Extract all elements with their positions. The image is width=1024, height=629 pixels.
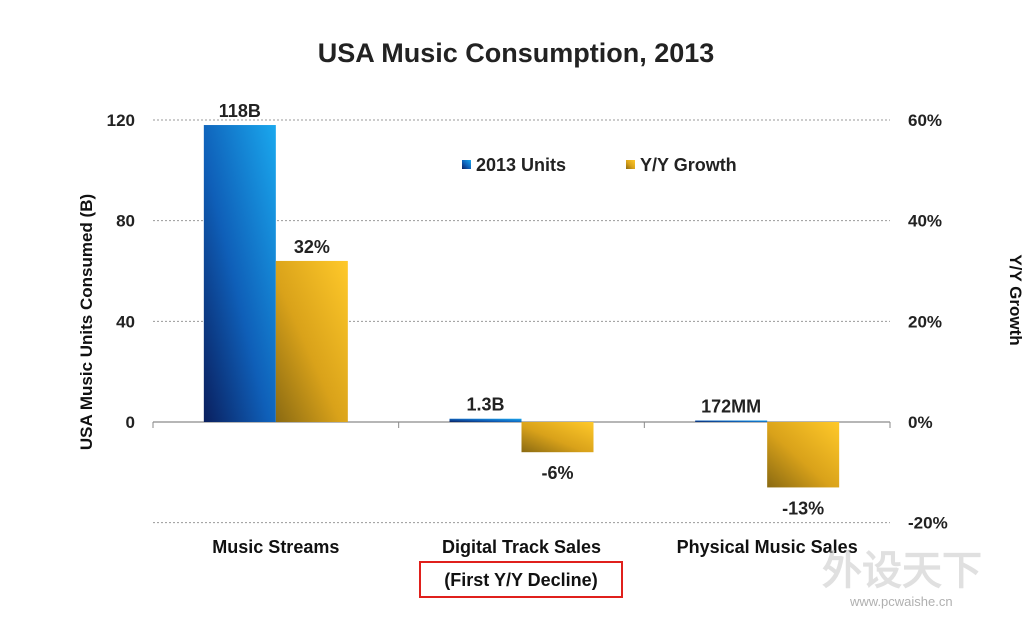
category-label: Digital Track Sales xyxy=(442,537,601,557)
bar-growth xyxy=(275,260,348,422)
y-tick-label: 80 xyxy=(116,212,135,231)
legend-label-units: 2013 Units xyxy=(476,155,566,175)
y2-tick-label: 60% xyxy=(908,111,942,130)
category-note: (First Y/Y Decline) xyxy=(444,570,597,590)
bars xyxy=(203,125,840,488)
chart-title: USA Music Consumption, 2013 xyxy=(318,38,715,68)
y2-tick-label: -20% xyxy=(908,514,948,533)
category-label: Physical Music Sales xyxy=(677,537,858,557)
category-note-box: (First Y/Y Decline) xyxy=(419,561,623,598)
y2-tick-label: 20% xyxy=(908,312,942,331)
watermark: 外设天下 www.pcwaishe.cn xyxy=(822,549,982,609)
data-label-growth: -13% xyxy=(782,498,824,518)
watermark-logo: 外设天下 xyxy=(822,549,982,593)
bar-units xyxy=(203,125,276,423)
legend-swatch-growth xyxy=(626,160,635,169)
category-labels: Music Streams Digital Track Sales Physical… xyxy=(212,537,857,557)
bar-units xyxy=(449,418,522,422)
data-labels: 118B 32% 1.3B -6% 172MM -13% xyxy=(219,101,824,518)
bar-growth xyxy=(767,422,840,488)
y2-tick-label: 0% xyxy=(908,413,933,432)
data-label-units: 172MM xyxy=(701,397,761,417)
highlight-box xyxy=(419,561,623,598)
legend-swatch-units xyxy=(462,160,471,169)
legend-label-growth: Y/Y Growth xyxy=(640,155,737,175)
right-axis-ticks: 60% 40% 20% 0% -20% xyxy=(908,111,948,533)
left-axis-ticks: 120 80 40 0 xyxy=(107,111,135,432)
y-tick-label: 0 xyxy=(126,413,135,432)
data-label-units: 118B xyxy=(219,101,261,121)
legend: 2013 Units Y/Y Growth xyxy=(462,155,737,175)
y-tick-label: 120 xyxy=(107,111,135,130)
data-label-growth: -6% xyxy=(541,463,573,483)
category-label: Music Streams xyxy=(212,537,339,557)
y2-tick-label: 40% xyxy=(908,212,942,231)
bar-growth xyxy=(521,422,594,453)
watermark-url: www.pcwaishe.cn xyxy=(849,594,953,609)
bar-units xyxy=(695,420,768,422)
data-label-growth: 32% xyxy=(294,237,330,257)
y2-axis-label: Y/Y Growth xyxy=(1006,254,1024,345)
y-tick-label: 40 xyxy=(116,312,135,331)
data-label-units: 1.3B xyxy=(466,395,504,415)
y-axis-label: USA Music Units Consumed (B) xyxy=(77,194,96,450)
